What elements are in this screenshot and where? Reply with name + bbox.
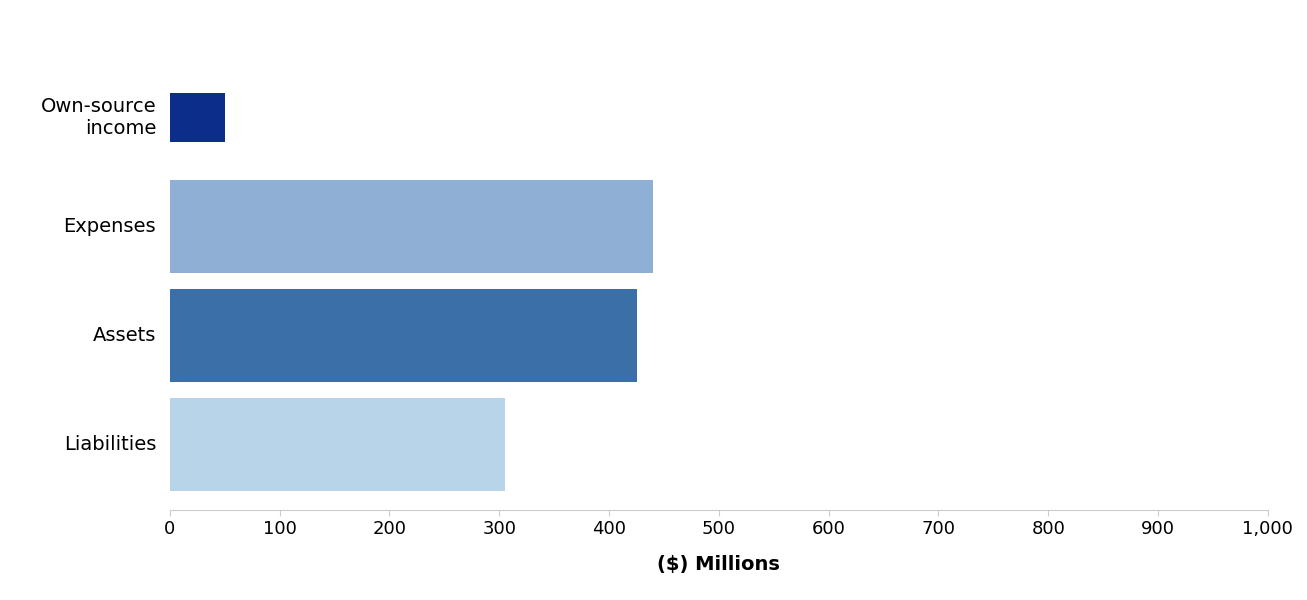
Bar: [170, 398, 505, 491]
Bar: [170, 180, 654, 273]
Bar: [170, 93, 225, 142]
Bar: [170, 289, 637, 382]
X-axis label: ($) Millions: ($) Millions: [657, 555, 780, 574]
